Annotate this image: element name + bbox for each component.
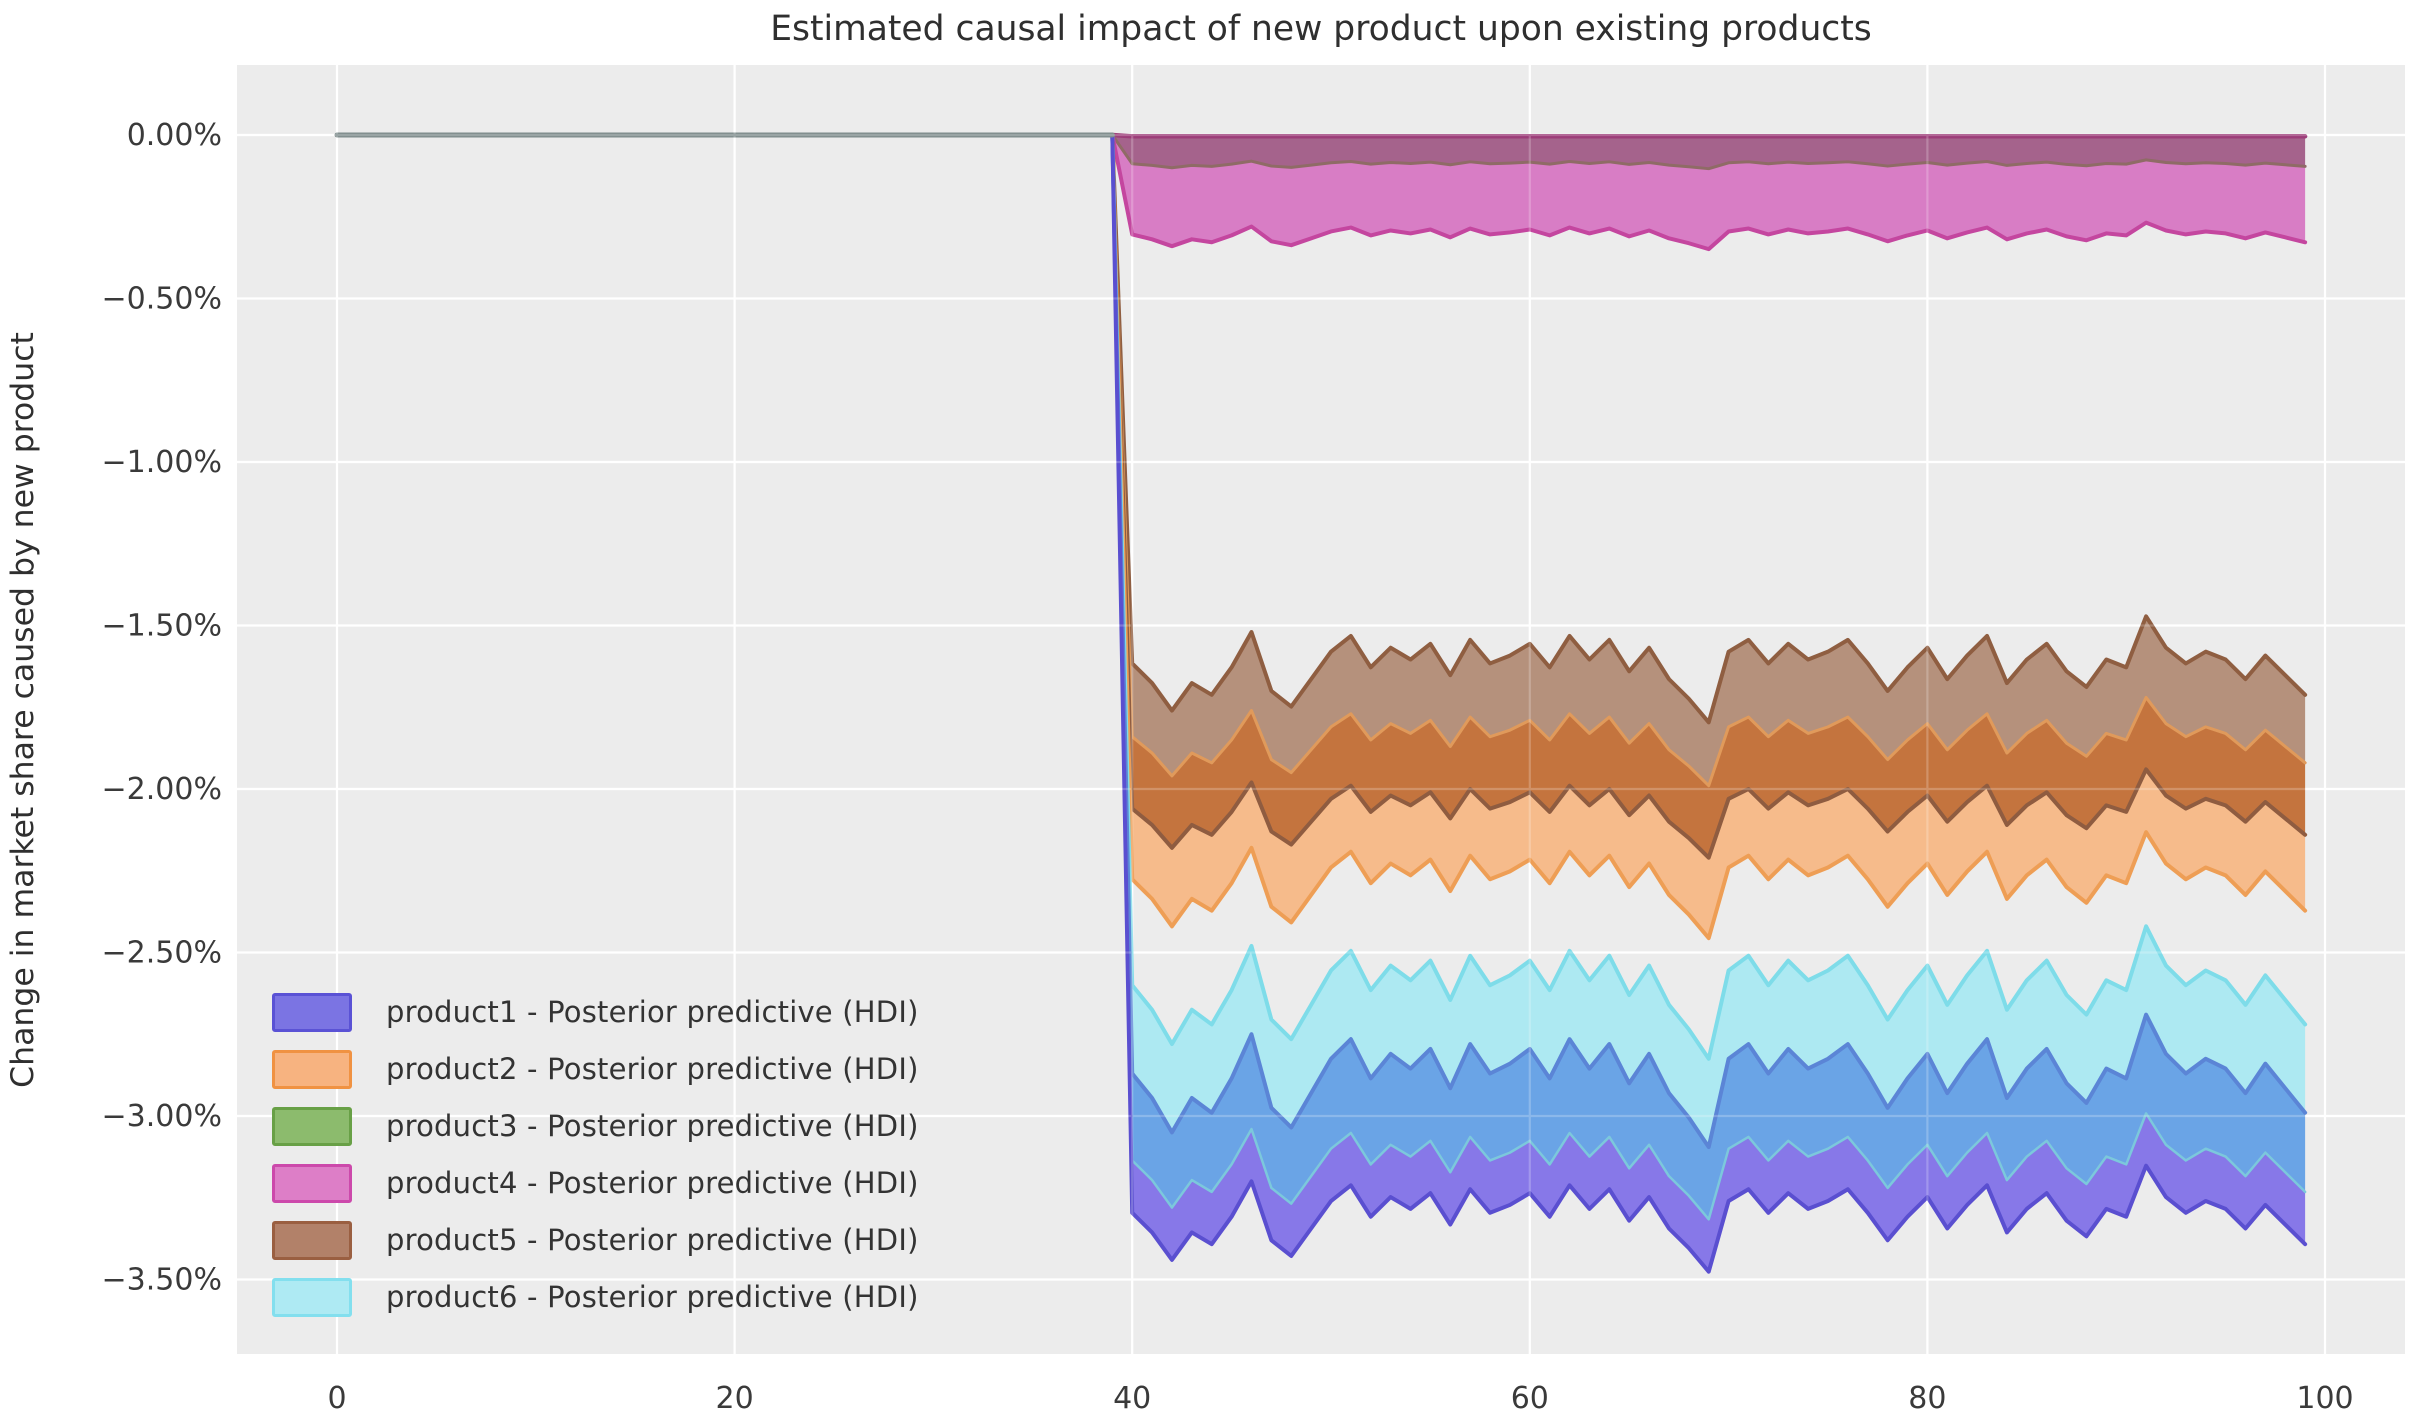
legend-item-product4: product4 - Posterior predictive (HDI) [272,1163,919,1203]
x-tick-label: 80 [1908,1381,1946,1416]
y-tick-label: −2.50% [102,936,222,971]
hdi-bands [334,132,2308,1274]
gridlines-overlay [237,65,2405,1354]
legend-label: product1 - Posterior predictive (HDI) [386,995,919,1029]
band-product3-product4-overlap [1112,135,2306,169]
legend-label: product2 - Posterior predictive (HDI) [386,1052,919,1086]
x-tick-label: 60 [1511,1381,1549,1416]
legend-label: product5 - Posterior predictive (HDI) [386,1223,919,1257]
legend-swatch-icon [272,1220,352,1260]
x-tick-label: 0 [327,1381,346,1416]
legend-label: product3 - Posterior predictive (HDI) [386,1109,919,1143]
legend-swatch-icon [272,1049,352,1089]
y-tick-label: −0.50% [102,282,222,317]
y-tick-label: −3.50% [102,1263,222,1298]
y-tick-label: −1.00% [102,445,222,480]
legend-label: product4 - Posterior predictive (HDI) [386,1166,919,1200]
legend-label: product6 - Posterior predictive (HDI) [386,1280,919,1314]
edge-product3-lower [1110,133,2307,171]
band-product2-product5-overlap [1112,135,2306,858]
x-tick-label: 100 [2296,1381,2353,1416]
band-product1-product6-overlap [1112,135,2306,1220]
legend-item-product6: product6 - Posterior predictive (HDI) [272,1277,919,1317]
y-tick-label: −1.50% [102,609,222,644]
legend-item-product3: product3 - Posterior predictive (HDI) [272,1106,919,1146]
y-tick-label: −2.00% [102,772,222,807]
edge-product4-lower [1110,133,2308,252]
edge-product5-upper [1110,133,2308,725]
edge-product2-lower [1110,133,2308,941]
edge-product6-upper [1110,133,2308,1061]
edge-product6-lower [1111,133,2307,1221]
band-product5 [1112,135,2306,786]
legend-item-product5: product5 - Posterior predictive (HDI) [272,1220,919,1260]
legend-swatch-icon [272,1277,352,1317]
y-tick-label: 0.00% [127,118,222,153]
x-tick-label: 40 [1113,1381,1151,1416]
edge-zero-line-post [1110,132,2308,139]
legend: product1 - Posterior predictive (HDI) pro… [272,992,919,1317]
band-product2 [1112,135,2306,939]
chart-title: Estimated causal impact of new product u… [770,9,1872,49]
tick-labels: 0.00% −0.50% −1.00% −1.50% −2.00% −2.50% −3.00… [102,118,2354,1416]
x-tick-label: 20 [716,1381,754,1416]
legend-item-product2: product2 - Posterior predictive (HDI) [272,1049,919,1089]
edge-product1-lower [1110,133,2308,1274]
y-tick-label: −3.00% [102,1099,222,1134]
y-axis-label: Change in market share caused by new pro… [5,332,41,1088]
edge-product5-lower [1110,133,2308,860]
band-product6 [1112,135,2306,1148]
legend-swatch-icon [272,1106,352,1146]
legend-swatch-icon [272,1163,352,1203]
edge-product1-upper [1110,133,2308,1150]
legend-item-product1: product1 - Posterior predictive (HDI) [272,992,919,1032]
legend-swatch-icon [272,992,352,1032]
edge-product2-upper [1110,133,2307,788]
